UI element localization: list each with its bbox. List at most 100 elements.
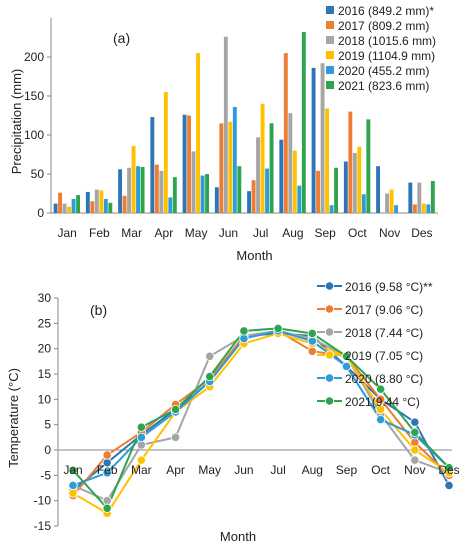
bar-jan-s6	[76, 195, 81, 213]
point-feb-s5	[102, 468, 112, 478]
point-des-s1	[444, 480, 454, 491]
panel-label: (b)	[90, 302, 107, 318]
x-tick-label: Des	[411, 226, 432, 240]
bar-apr-s4	[163, 92, 168, 213]
y-tick-label: -10	[34, 494, 52, 508]
bar-oct-s4	[357, 146, 362, 213]
bar-jul-s2	[251, 180, 256, 213]
y-axis-title: Temperature (°C)	[6, 368, 21, 468]
x-tick-label: Nov	[404, 463, 425, 477]
bar-aug-s1	[279, 139, 284, 213]
bar-oct-s5	[361, 194, 366, 213]
legend-swatch	[326, 51, 334, 59]
x-tick-label: Apr	[166, 463, 185, 477]
legend-swatch	[326, 21, 334, 29]
x-tick-label: May	[185, 226, 208, 240]
y-tick-label: 200	[24, 50, 44, 64]
bar-sep-s5	[329, 205, 334, 213]
bar-sep-s6	[334, 167, 339, 213]
bar-aug-s3	[288, 113, 293, 213]
bar-jan-s1	[53, 203, 58, 213]
point-apr-s3	[170, 432, 181, 442]
bar-aug-s6	[301, 32, 306, 213]
bar-sep-s3	[320, 63, 325, 213]
point-sep-s6	[341, 351, 352, 361]
legend-label: 2017 (9.06 °C)	[345, 303, 423, 317]
legend-label: 2018 (7.44 °C)	[345, 326, 423, 340]
bar-apr-s6	[172, 177, 177, 213]
x-tick-label: Feb	[97, 463, 118, 477]
x-tick-label: Jan	[57, 226, 76, 240]
point-apr-s6	[170, 404, 181, 415]
bar-mar-s4	[131, 145, 136, 213]
bar-sep-s4	[325, 108, 330, 213]
legend-swatch	[326, 81, 334, 89]
series-line-s6	[72, 327, 450, 511]
y-tick-label: -5	[40, 468, 51, 482]
point-aug-s2	[307, 346, 317, 356]
point-nov-s4	[410, 445, 420, 455]
x-axis-title: Month	[220, 529, 256, 544]
bar-jun-s2	[219, 123, 224, 213]
legend-label: 2019 (1104.9 mm)	[338, 49, 435, 63]
legend-label: 2020 (455.2 mm)	[338, 64, 429, 78]
point-feb-s2	[102, 450, 112, 460]
point-oct-s2	[376, 394, 386, 404]
x-tick-label: Feb	[89, 226, 110, 240]
legend-swatch	[326, 6, 334, 14]
point-oct-s4	[376, 404, 386, 415]
x-tick-label: Jul	[270, 463, 285, 477]
x-tick-label: May	[198, 463, 221, 477]
point-feb-s3	[102, 496, 112, 506]
bar-jul-s1	[247, 191, 252, 213]
series-line-s4	[72, 332, 450, 515]
bar-jan-s2	[58, 192, 63, 213]
x-tick-label: Nov	[379, 226, 400, 240]
point-jan-s4	[68, 488, 78, 498]
bar-nov-s5	[394, 205, 399, 213]
x-tick-label: Sep	[336, 463, 358, 477]
x-tick-label: Aug	[302, 463, 323, 477]
point-nov-s2	[410, 437, 420, 447]
y-tick-label: 150	[24, 89, 44, 103]
legend-label: 2021(9.44 °C)	[345, 395, 420, 409]
bar-feb-s2	[90, 201, 95, 213]
bar-may-s4	[196, 53, 201, 213]
bar-mar-s2	[122, 195, 127, 213]
legend-marker	[324, 350, 335, 360]
y-tick-label: 30	[38, 291, 52, 305]
bar-nov-s1	[376, 166, 381, 213]
point-jul-s6	[273, 323, 283, 333]
legend-label: 2017 (809.2 mm)	[338, 19, 429, 33]
bar-des-s4	[421, 203, 426, 213]
x-tick-label: Des	[438, 463, 459, 477]
point-mar-s6	[136, 422, 146, 432]
y-tick-label: 0	[37, 206, 44, 220]
bar-feb-s1	[85, 191, 90, 213]
bar-aug-s4	[292, 150, 297, 213]
bar-apr-s2	[154, 164, 159, 213]
point-jun-s5	[239, 333, 249, 344]
legend-swatch	[326, 66, 334, 74]
bar-jan-s3	[62, 203, 67, 213]
legend-swatch	[326, 36, 334, 44]
bar-may-s2	[187, 115, 192, 213]
legend-label: 2018 (1015.6 mm)	[338, 34, 436, 48]
legend-marker	[324, 373, 335, 383]
point-oct-s6	[376, 384, 386, 394]
bar-jul-s6	[269, 123, 274, 213]
y-tick-label: -15	[34, 519, 52, 533]
bar-des-s2	[412, 204, 417, 213]
x-tick-label: Jan	[63, 463, 82, 477]
bar-feb-s6	[108, 202, 113, 213]
point-may-s3	[205, 351, 215, 361]
bar-oct-s2	[348, 111, 353, 213]
panel-label: (a)	[113, 30, 130, 46]
point-mar-s4	[136, 455, 146, 465]
point-nov-s6	[410, 427, 420, 437]
x-tick-label: Oct	[348, 226, 367, 240]
bar-apr-s5	[168, 197, 173, 213]
bar-jan-s5	[71, 198, 76, 213]
x-tick-label: Jul	[253, 226, 268, 240]
bar-des-s1	[408, 182, 413, 213]
